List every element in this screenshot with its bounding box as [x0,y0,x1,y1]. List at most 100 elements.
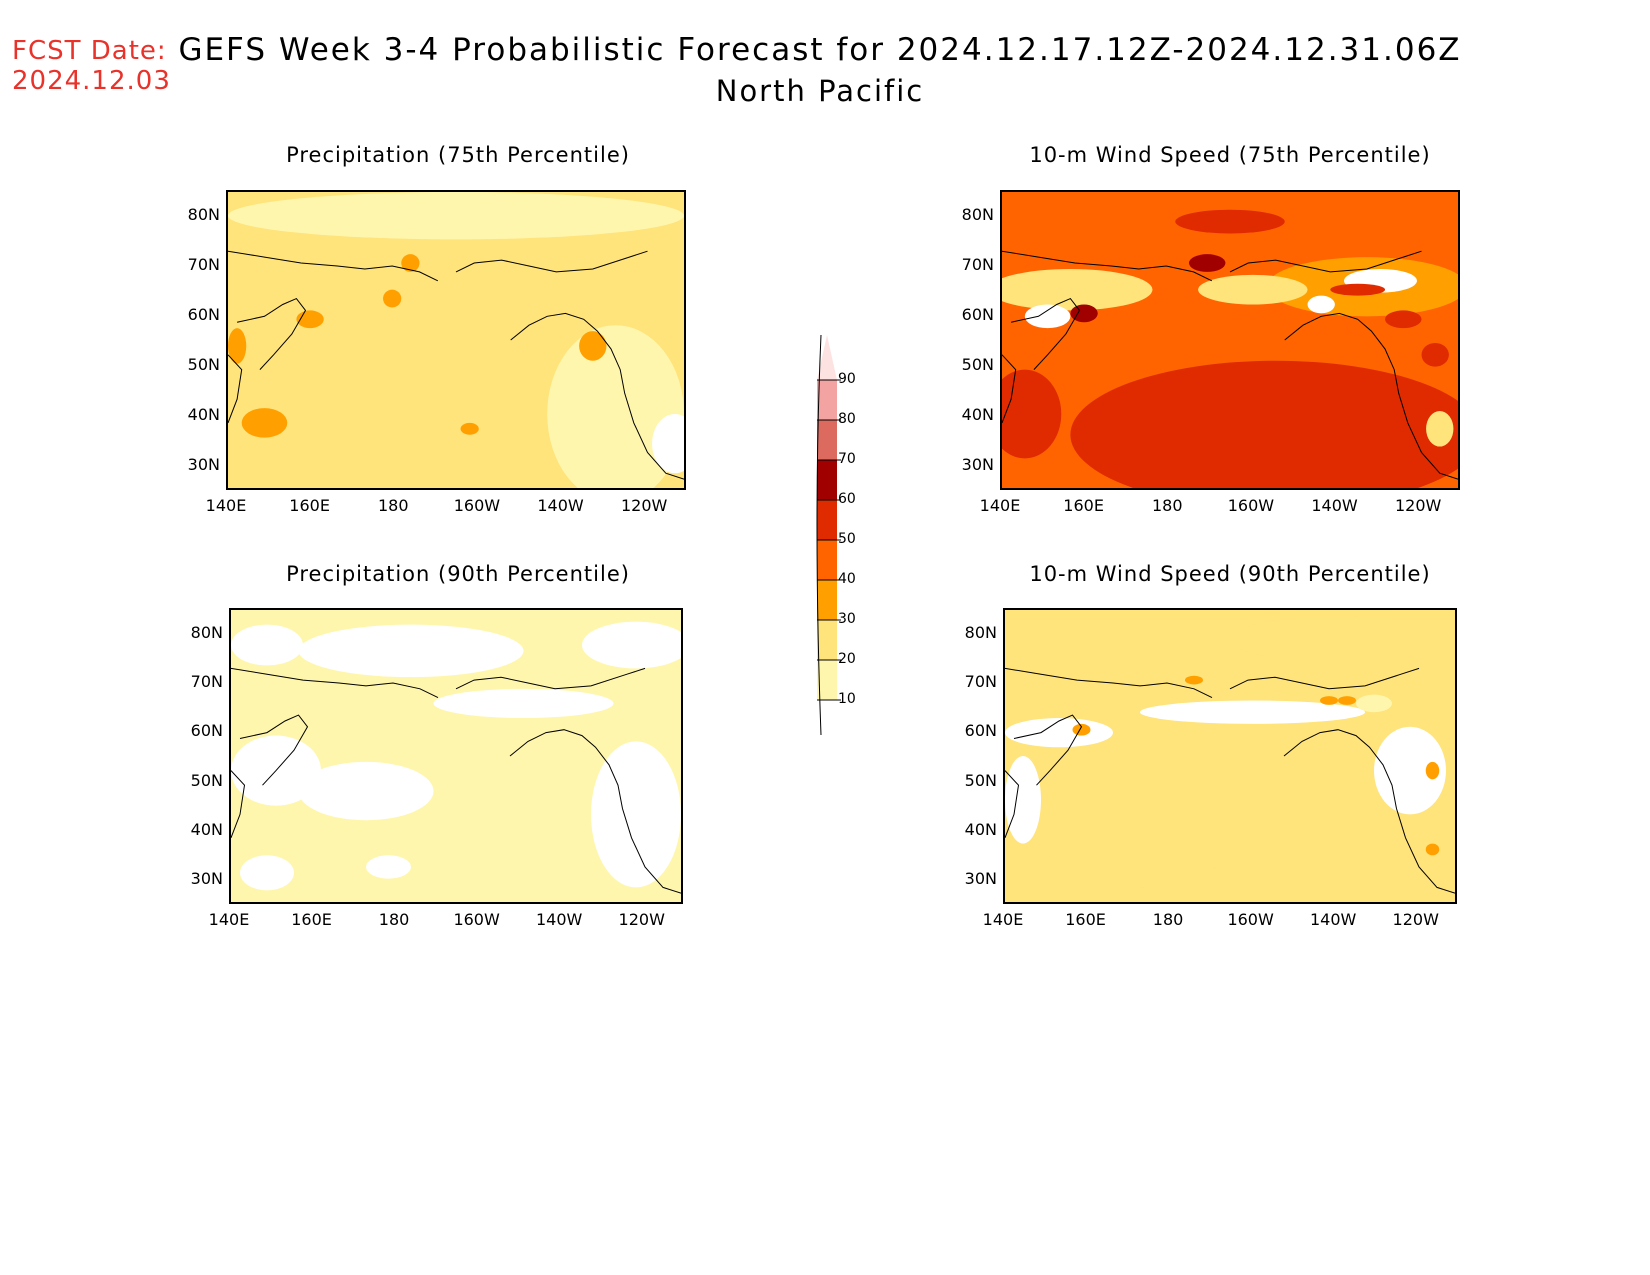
lat-tick-label: 30N [190,869,223,889]
contour-region [1002,268,1153,311]
lat-tick-label: 80N [964,622,997,642]
lon-tick-label: 160E [291,910,332,929]
coastline-north-america [510,312,684,480]
contour-region [1005,718,1113,748]
colorbar-level-label: 30 [838,611,856,627]
lon-tick-label: 140W [1311,496,1358,515]
coastline-north-america [1283,729,1455,894]
contour-region [383,289,402,308]
lon-tick-label: 160E [1065,910,1106,929]
contour-region [1330,283,1386,296]
lat-tick-label: 50N [961,355,994,374]
contour-region [1005,756,1041,844]
lon-tick-label: 120W [1392,910,1439,929]
colorbar-segment [817,420,837,460]
lat-tick-label: 60N [961,305,994,324]
coastline-asia [1005,667,1213,699]
colorbar-segment [817,660,837,700]
colorbar-level-label: 60 [838,491,856,507]
lon-tick-label: 180 [377,496,409,515]
map-wind-75 [1000,190,1460,490]
coastline-alaska [455,250,648,273]
map-canvas [1002,192,1458,488]
lon-tick-label: 140W [535,910,583,929]
lat-tick-label: 80N [961,205,994,224]
coastline-alaska [1229,250,1422,273]
map-canvas [231,610,681,902]
panel-title: 10-m Wind Speed (75th Percentile) [1029,143,1431,167]
lat-tick-label: 40N [961,405,994,424]
contour-region [1230,615,1455,663]
lon-tick-label: 140W [537,496,584,515]
colorbar-segment [817,580,837,620]
contour-region [591,741,681,888]
forecast-date-label: FCST Date: [12,36,167,66]
lon-tick-label: 160W [453,496,501,515]
lat-tick-label: 70N [187,255,220,274]
lon-tick-label: 140E [982,910,1024,929]
contour-region [1070,304,1098,323]
contour-region [1185,675,1203,685]
forecast-date-block: FCST Date: 2024.12.03 [12,36,171,96]
contour-region [298,624,524,678]
contour-region [1024,304,1071,329]
contour-region [1385,310,1422,329]
colorbar-level-label: 80 [838,411,856,427]
contour-region [1356,694,1392,713]
contour-region [241,408,288,438]
colorbar-level-label: 40 [838,571,856,587]
colorbar-segment [817,460,837,500]
lon-tick-label: 160W [453,910,500,929]
coastline-kamchatka [239,714,309,786]
lon-tick-label: 180 [1152,910,1184,929]
contour-region [231,624,303,666]
lat-tick-label: 60N [964,721,997,741]
lon-tick-label: 160E [289,496,330,515]
lat-tick-label: 30N [964,869,997,889]
title-block: GEFS Week 3-4 Probabilistic Forecast for… [170,30,1470,112]
contour-region [240,855,294,891]
contour-region [1426,411,1454,447]
map-canvas [1005,610,1455,902]
lon-tick-label: 140W [1309,910,1357,929]
panel-title: Precipitation (75th Percentile) [286,143,630,167]
contour-region [1421,342,1449,367]
coastline-japan [228,354,243,424]
coastline-kamchatka [1010,297,1081,370]
coastline-north-america [1284,312,1458,480]
lon-tick-label: 120W [1394,496,1442,515]
lat-tick-label: 50N [190,770,223,790]
colorbar-segment [817,620,837,660]
contour-region [228,192,684,240]
colorbar-level-label: 10 [838,691,856,707]
lat-tick-label: 80N [187,205,220,224]
coastline-asia [228,250,439,282]
contour-region [1338,696,1356,705]
lon-tick-label: 120W [620,496,668,515]
lon-tick-label: 140E [208,910,250,929]
contour-region [1198,274,1308,305]
contour-region [433,688,614,719]
contour-region [1140,700,1365,724]
lat-tick-label: 50N [964,770,997,790]
contour-region [579,331,607,361]
contour-region [1425,843,1440,856]
lon-tick-label: 140E [205,496,247,515]
contour-region [1070,360,1458,488]
contour-region [1188,254,1226,272]
lat-tick-label: 40N [187,405,220,424]
coastline-japan [1002,354,1017,424]
map-wind-90 [1003,608,1457,904]
contour-region [1072,723,1091,736]
coastline-alaska [455,667,646,690]
lat-tick-label: 70N [190,672,223,691]
map-precip-75 [226,190,686,490]
contour-region [1320,696,1338,705]
coastline-north-america [509,729,681,894]
coastline-asia [231,667,439,699]
lat-tick-label: 40N [190,820,223,839]
colorbar-level-label: 90 [838,371,856,387]
lon-tick-label: 140E [979,496,1021,515]
lat-tick-label: 80N [190,622,223,642]
panel-title: Precipitation (90th Percentile) [286,562,630,586]
